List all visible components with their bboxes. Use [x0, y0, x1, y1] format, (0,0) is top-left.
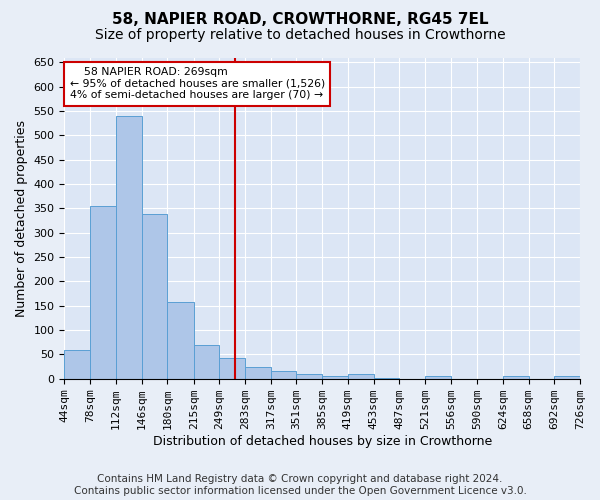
- Text: 58, NAPIER ROAD, CROWTHORNE, RG45 7EL: 58, NAPIER ROAD, CROWTHORNE, RG45 7EL: [112, 12, 488, 28]
- Text: 58 NAPIER ROAD: 269sqm
← 95% of detached houses are smaller (1,526)
4% of semi-d: 58 NAPIER ROAD: 269sqm ← 95% of detached…: [70, 67, 325, 100]
- Bar: [116, 116, 142, 378]
- Bar: [503, 376, 529, 378]
- Text: Contains HM Land Registry data © Crown copyright and database right 2024.
Contai: Contains HM Land Registry data © Crown c…: [74, 474, 526, 496]
- Bar: [194, 344, 220, 378]
- Bar: [167, 302, 194, 378]
- Text: Size of property relative to detached houses in Crowthorne: Size of property relative to detached ho…: [95, 28, 505, 42]
- Bar: [554, 376, 580, 378]
- Bar: [245, 367, 271, 378]
- X-axis label: Distribution of detached houses by size in Crowthorne: Distribution of detached houses by size …: [152, 434, 492, 448]
- Bar: [220, 358, 245, 378]
- Bar: [64, 350, 90, 378]
- Bar: [271, 371, 296, 378]
- Y-axis label: Number of detached properties: Number of detached properties: [15, 120, 28, 316]
- Bar: [296, 374, 322, 378]
- Bar: [348, 374, 374, 378]
- Bar: [90, 206, 116, 378]
- Bar: [322, 376, 348, 378]
- Bar: [425, 376, 451, 378]
- Bar: [142, 214, 167, 378]
